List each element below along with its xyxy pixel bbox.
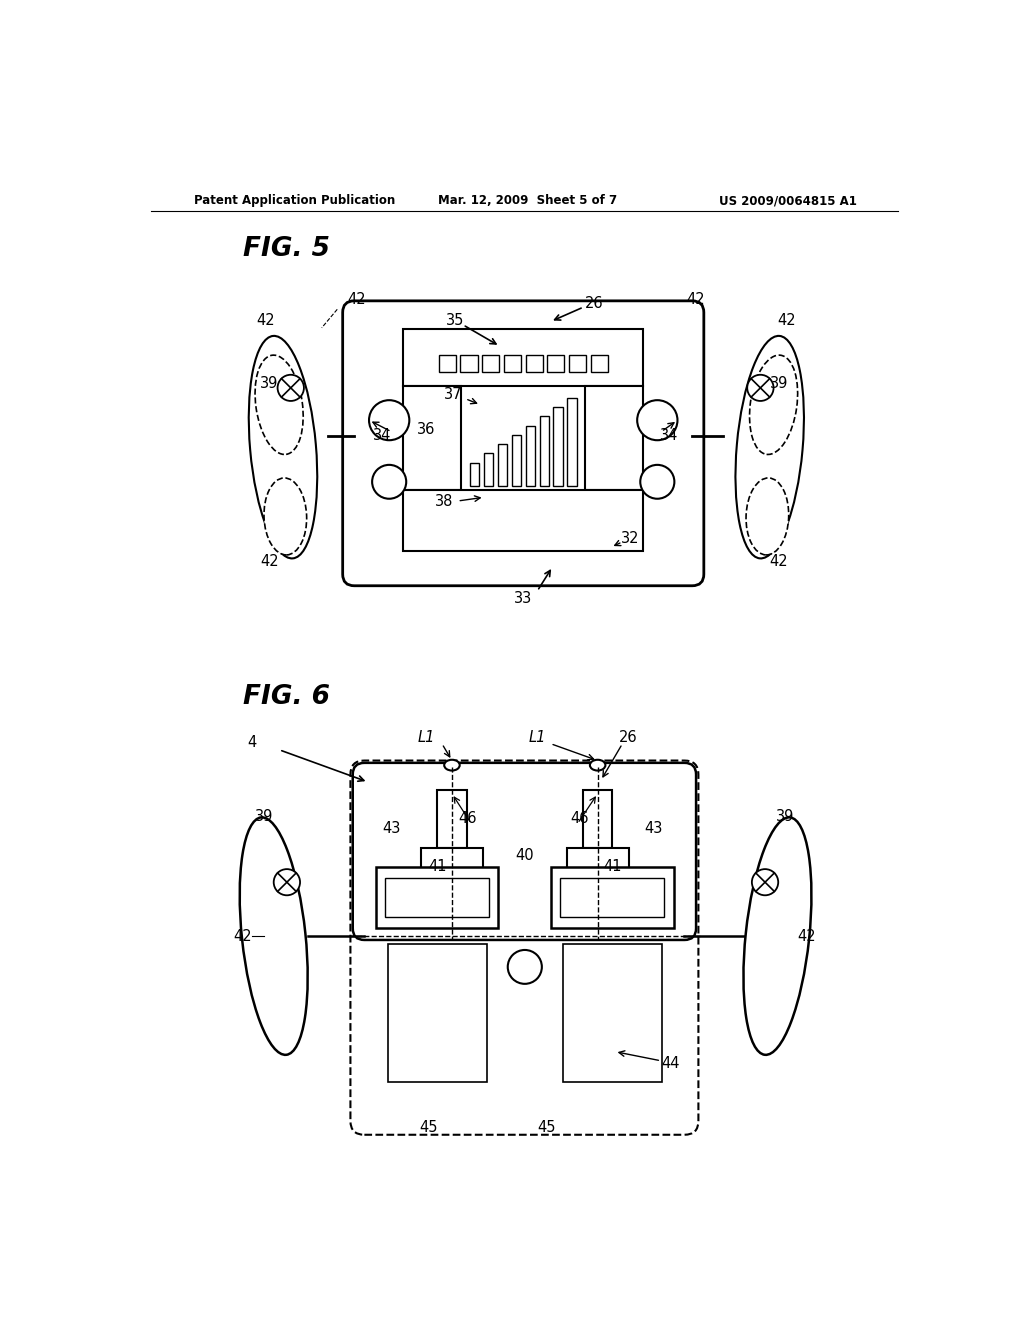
Text: 42: 42 (260, 553, 280, 569)
Text: L1: L1 (418, 730, 435, 744)
Bar (512, 434, 521, 486)
Bar (586, 385, 643, 490)
Text: 46: 46 (570, 810, 589, 826)
Text: 39: 39 (254, 809, 272, 824)
Circle shape (278, 375, 304, 401)
Bar (438, 355, 456, 372)
Text: FIG. 6: FIG. 6 (243, 684, 330, 710)
Bar (563, 944, 662, 1082)
Bar (560, 878, 665, 917)
Bar (483, 453, 493, 486)
Ellipse shape (743, 817, 811, 1055)
Text: 42: 42 (687, 292, 706, 306)
FancyBboxPatch shape (352, 763, 696, 940)
Bar (554, 407, 563, 486)
Circle shape (508, 950, 542, 983)
Bar (566, 847, 629, 869)
Circle shape (637, 400, 678, 441)
Ellipse shape (590, 760, 605, 771)
Bar (437, 789, 467, 847)
Ellipse shape (735, 335, 804, 558)
Bar (498, 444, 507, 486)
Circle shape (752, 869, 778, 895)
Circle shape (372, 465, 407, 499)
Text: 37: 37 (444, 387, 463, 403)
Text: 45: 45 (538, 1119, 556, 1135)
Bar (525, 425, 535, 486)
Text: 39: 39 (776, 809, 795, 824)
Bar (421, 847, 483, 869)
Bar (504, 355, 521, 372)
Bar (385, 878, 489, 917)
Bar (591, 355, 607, 372)
Text: 42: 42 (797, 928, 815, 944)
Circle shape (748, 375, 773, 401)
Text: US 2009/0064815 A1: US 2009/0064815 A1 (719, 194, 856, 207)
Text: 43: 43 (382, 821, 400, 836)
Text: 41: 41 (603, 859, 622, 874)
Bar (547, 355, 564, 372)
Text: 42: 42 (777, 313, 796, 327)
Text: 26: 26 (586, 296, 604, 310)
Text: 46: 46 (458, 810, 477, 826)
Bar (569, 355, 586, 372)
Text: 42: 42 (770, 553, 788, 569)
Ellipse shape (264, 478, 306, 554)
Text: 34: 34 (373, 428, 391, 444)
Text: 26: 26 (618, 730, 637, 744)
Bar (540, 416, 549, 486)
Bar (567, 397, 577, 486)
Ellipse shape (240, 817, 307, 1055)
Text: 35: 35 (445, 313, 464, 327)
Bar (583, 789, 612, 847)
Bar (376, 867, 499, 928)
Text: 39: 39 (770, 376, 788, 391)
Text: 45: 45 (420, 1119, 438, 1135)
Text: 43: 43 (644, 821, 663, 836)
Ellipse shape (444, 760, 460, 771)
Ellipse shape (249, 335, 317, 558)
Bar (470, 462, 479, 486)
Text: 40: 40 (515, 847, 535, 863)
Text: FIG. 5: FIG. 5 (243, 236, 330, 263)
Circle shape (273, 869, 300, 895)
Text: 42: 42 (347, 292, 366, 306)
Bar (551, 867, 674, 928)
Bar (403, 490, 643, 552)
Text: 41: 41 (429, 859, 447, 874)
Bar (403, 385, 461, 490)
Bar (525, 355, 543, 372)
Bar (403, 330, 643, 385)
Ellipse shape (750, 355, 798, 454)
Text: Mar. 12, 2009  Sheet 5 of 7: Mar. 12, 2009 Sheet 5 of 7 (438, 194, 617, 207)
Text: 36: 36 (417, 422, 435, 437)
FancyBboxPatch shape (343, 301, 703, 586)
Text: 32: 32 (621, 531, 639, 545)
Bar (482, 355, 500, 372)
Text: 42: 42 (233, 928, 252, 944)
FancyBboxPatch shape (350, 760, 698, 1135)
Ellipse shape (255, 355, 303, 454)
Bar (461, 355, 477, 372)
Text: 38: 38 (435, 494, 454, 508)
Text: 33: 33 (514, 591, 532, 606)
Text: 4: 4 (248, 734, 257, 750)
Ellipse shape (746, 478, 788, 554)
Text: 39: 39 (260, 376, 279, 391)
Bar (388, 944, 486, 1082)
Circle shape (369, 400, 410, 441)
Text: 44: 44 (662, 1056, 680, 1071)
Circle shape (640, 465, 675, 499)
Text: Patent Application Publication: Patent Application Publication (194, 194, 395, 207)
Text: 42: 42 (257, 313, 275, 327)
Text: L1: L1 (528, 730, 546, 744)
Text: 34: 34 (659, 428, 678, 444)
